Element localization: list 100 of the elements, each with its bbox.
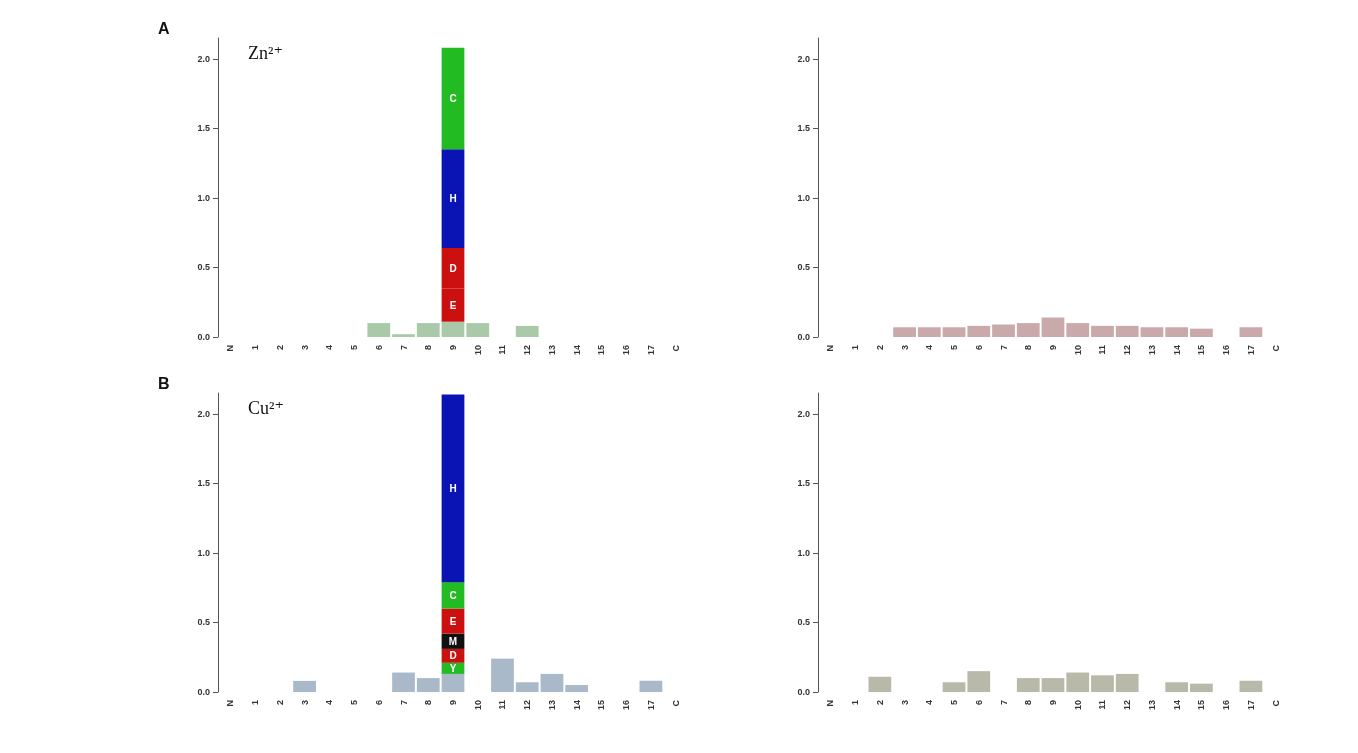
bar [1115, 673, 1139, 692]
x-tick-label: N [225, 345, 236, 352]
x-tick-label: 6 [973, 345, 984, 351]
bar [441, 149, 465, 248]
x-tick-label: 2 [274, 700, 285, 706]
bar [1190, 683, 1213, 692]
text: B [158, 374, 170, 392]
x-tick-label: 2 [274, 345, 285, 351]
bar [1041, 678, 1065, 692]
x-tick-label: 7 [998, 700, 1009, 706]
x-tick-label: 9 [448, 345, 458, 351]
y-tick-label: 0.0 [797, 332, 810, 342]
x-tick-label: 12 [1122, 345, 1133, 356]
series-label: C [449, 93, 457, 104]
x-tick-label: 11 [1097, 345, 1108, 355]
series-label: C [449, 589, 457, 601]
x-tick-label: N [825, 345, 836, 352]
x-tick-label: 4 [324, 345, 335, 351]
y-tick-label: 1.0 [197, 192, 210, 203]
x-tick-label: 5 [349, 700, 360, 706]
x-tick-label: 7 [398, 700, 409, 706]
x-tick-label: 6 [373, 700, 384, 706]
x-tick-label: 16 [621, 700, 632, 711]
x-tick-label: C [1270, 344, 1281, 352]
x-tick-label: 11 [497, 700, 508, 710]
x-tick-label: 12 [522, 700, 533, 711]
x-tick-label: 10 [472, 700, 483, 711]
bar [441, 673, 465, 692]
bar [1115, 325, 1139, 337]
y-tick-label: 1.0 [797, 547, 810, 558]
x-tick-label: 16 [621, 345, 632, 356]
x-tick-label: 8 [1023, 700, 1034, 706]
x-tick-label: C [670, 344, 681, 352]
x-tick-label: 3 [899, 345, 910, 351]
x-tick-label: 17 [1245, 345, 1256, 356]
x-tick-label: 6 [973, 700, 984, 706]
x-tick-label: 16 [1221, 700, 1232, 711]
bar [1041, 317, 1065, 337]
x-tick-label: 4 [324, 700, 335, 706]
x-tick-label: 15 [1196, 700, 1207, 711]
bar [441, 582, 465, 609]
annotation: Zn²⁺ [248, 43, 283, 63]
x-tick-label: 17 [645, 700, 656, 711]
bar [466, 323, 490, 337]
bar [942, 682, 966, 692]
x-tick-label: 10 [472, 345, 483, 356]
bar [1190, 328, 1213, 337]
y-tick-label: 1.0 [797, 192, 810, 203]
bar [540, 673, 564, 692]
x-tick-label: 1 [250, 700, 261, 706]
x-tick-label: 3 [299, 700, 310, 706]
x-tick-label: 15 [596, 700, 607, 711]
x-tick-label: 4 [924, 700, 935, 706]
y-tick-label: 0.5 [197, 617, 210, 628]
x-tick-label: 2 [874, 345, 885, 351]
bar [917, 327, 941, 337]
bar [639, 680, 663, 692]
bar [441, 47, 465, 150]
series-label: E [449, 299, 457, 311]
series-label: E [449, 615, 457, 627]
bar [293, 680, 316, 692]
y-tick-label: 1.5 [797, 478, 810, 489]
y-tick-label: 0.0 [797, 687, 810, 697]
x-tick-label: 17 [645, 345, 656, 356]
series-label: D [449, 650, 457, 662]
bar [392, 672, 415, 692]
bar [416, 678, 440, 692]
annotation: Cu²⁺ [248, 398, 284, 418]
bar [441, 394, 465, 583]
x-tick-label: 13 [1146, 700, 1157, 711]
x-tick-label: 4 [924, 345, 935, 351]
y-tick-label: 1.5 [797, 123, 810, 134]
x-tick-label: 5 [349, 345, 360, 351]
bar [416, 323, 440, 337]
series-label: H [449, 193, 457, 205]
x-tick-label: 14 [1171, 345, 1182, 356]
x-tick-label: C [1270, 699, 1281, 707]
x-tick-label: 5 [949, 700, 960, 706]
bar [565, 685, 589, 692]
bar [942, 327, 966, 337]
bar [1140, 327, 1164, 337]
bar [441, 321, 465, 337]
bar [515, 325, 539, 337]
x-tick-label: N [825, 700, 836, 707]
bar [1066, 672, 1090, 692]
bar [1091, 325, 1114, 337]
y-tick-label: 2.0 [197, 53, 210, 64]
bar [1016, 323, 1040, 337]
x-tick-label: 10 [1072, 700, 1083, 711]
x-tick-label: 14 [571, 345, 582, 356]
x-tick-label: 13 [1146, 345, 1157, 356]
bar [1239, 680, 1263, 692]
series-label: H [449, 482, 457, 494]
text: A [158, 19, 170, 37]
bar [1165, 327, 1189, 337]
x-tick-label: N [225, 700, 236, 707]
y-tick-label: 0.5 [197, 262, 210, 273]
bar [1239, 327, 1263, 337]
bar [392, 334, 415, 337]
bar [1165, 682, 1189, 692]
